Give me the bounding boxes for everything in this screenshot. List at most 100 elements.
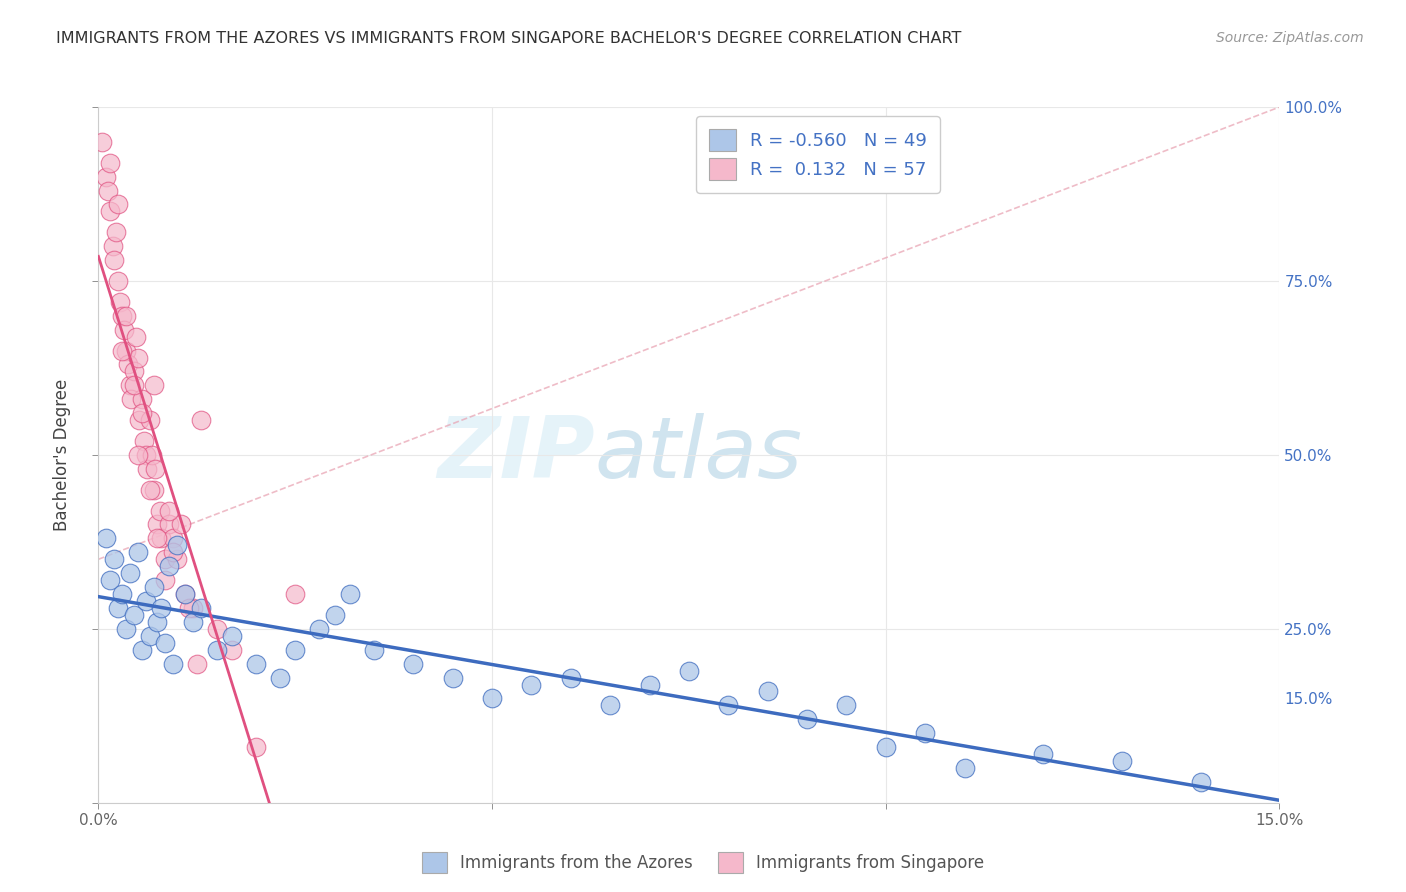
Point <box>131 406 153 420</box>
Point <box>953 761 976 775</box>
Point <box>190 413 212 427</box>
Text: atlas: atlas <box>595 413 803 497</box>
Point <box>875 740 897 755</box>
Point <box>1032 747 1054 761</box>
Point <box>131 642 153 657</box>
Point <box>190 601 212 615</box>
Point <box>269 671 291 685</box>
Point <box>150 532 173 546</box>
Point <box>157 559 180 574</box>
Point <box>284 642 307 657</box>
Point <box>112 323 135 337</box>
Point <box>520 677 543 691</box>
Point <box>914 726 936 740</box>
Point <box>142 580 165 594</box>
Y-axis label: Bachelor's Degree: Bachelor's Degree <box>53 379 72 531</box>
Point <box>132 434 155 448</box>
Legend: R = -0.560   N = 49, R =  0.132   N = 57: R = -0.560 N = 49, R = 0.132 N = 57 <box>696 116 939 193</box>
Point <box>441 671 464 685</box>
Point <box>1189 775 1212 789</box>
Point <box>146 517 169 532</box>
Point <box>117 358 139 372</box>
Point <box>245 657 267 671</box>
Point <box>107 601 129 615</box>
Point <box>104 225 127 239</box>
Point <box>157 503 180 517</box>
Point <box>177 601 200 615</box>
Point <box>118 378 141 392</box>
Point <box>122 378 145 392</box>
Point <box>127 351 149 365</box>
Point <box>149 503 172 517</box>
Point <box>170 517 193 532</box>
Point <box>111 309 134 323</box>
Point <box>118 566 141 581</box>
Point <box>339 587 361 601</box>
Point <box>101 239 124 253</box>
Point <box>402 657 425 671</box>
Point <box>115 309 138 323</box>
Point <box>103 552 125 566</box>
Point <box>205 642 228 657</box>
Point <box>125 329 148 343</box>
Point <box>135 594 157 608</box>
Point <box>138 483 160 497</box>
Point <box>146 532 169 546</box>
Point <box>142 378 165 392</box>
Point <box>481 691 503 706</box>
Point <box>96 532 118 546</box>
Point <box>599 698 621 713</box>
Point <box>174 587 197 601</box>
Point <box>363 642 385 657</box>
Point <box>717 698 740 713</box>
Point <box>835 698 858 713</box>
Point <box>111 343 134 358</box>
Point <box>98 155 121 169</box>
Point <box>91 135 114 149</box>
Point <box>181 601 204 615</box>
Point <box>166 552 188 566</box>
Point <box>146 615 169 629</box>
Point <box>155 552 177 566</box>
Point <box>162 657 184 671</box>
Point <box>127 545 149 559</box>
Point <box>98 204 121 219</box>
Point <box>122 607 145 622</box>
Point <box>174 587 197 601</box>
Point <box>284 587 307 601</box>
Text: ZIP: ZIP <box>437 413 595 497</box>
Point <box>162 532 184 546</box>
Point <box>128 413 150 427</box>
Point <box>110 294 132 309</box>
Point <box>221 629 243 643</box>
Point <box>115 622 138 636</box>
Text: Source: ZipAtlas.com: Source: ZipAtlas.com <box>1216 31 1364 45</box>
Point <box>138 413 160 427</box>
Point <box>796 712 818 726</box>
Point <box>157 517 180 532</box>
Point <box>186 657 208 671</box>
Point <box>107 274 129 288</box>
Point <box>115 343 138 358</box>
Point <box>143 462 166 476</box>
Point <box>323 607 346 622</box>
Point <box>221 642 243 657</box>
Point <box>1111 754 1133 768</box>
Point <box>138 629 160 643</box>
Point <box>308 622 330 636</box>
Point <box>103 253 125 268</box>
Point <box>122 364 145 378</box>
Point <box>155 573 177 587</box>
Point <box>638 677 661 691</box>
Point <box>96 169 118 184</box>
Point <box>245 740 267 755</box>
Point <box>97 184 120 198</box>
Legend: Immigrants from the Azores, Immigrants from Singapore: Immigrants from the Azores, Immigrants f… <box>415 846 991 880</box>
Point <box>107 197 129 211</box>
Point <box>111 587 134 601</box>
Point <box>155 636 177 650</box>
Point <box>166 538 188 552</box>
Point <box>205 622 228 636</box>
Point <box>141 448 163 462</box>
Point <box>756 684 779 698</box>
